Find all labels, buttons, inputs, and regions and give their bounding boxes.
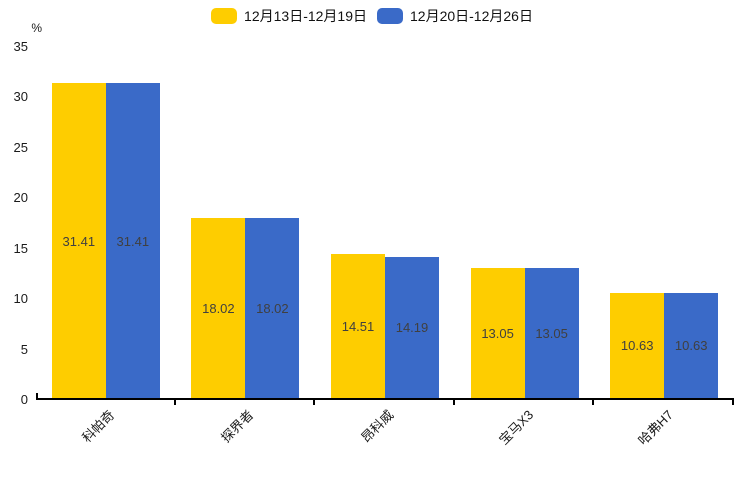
bar-group4-series1: 13.05 — [470, 268, 525, 400]
y-axis-tick-label-30: 30 — [13, 89, 28, 105]
bar-value-label: 13.05 — [535, 326, 568, 342]
x-axis-line — [36, 398, 734, 400]
legend-item-week1[interactable]: 12月13日-12月19日 — [211, 7, 367, 25]
y-axis-tick-label-5: 5 — [20, 341, 28, 357]
y-axis-tick-label-0: 0 — [20, 392, 28, 407]
y-axis-tick-label-25: 25 — [13, 139, 28, 155]
bar-group5-series1: 10.63 — [610, 292, 665, 400]
bar-value-label: 10.63 — [620, 338, 654, 354]
bar-group3-series1: 14.51 — [331, 253, 385, 400]
x-axis-tick-mark — [313, 400, 316, 405]
bar-group4-series2: 13.05 — [524, 268, 579, 400]
legend: 12月13日-12月19日 12月20日-12月26日 — [0, 7, 744, 25]
x-axis-label-3: 昂科威 — [358, 407, 397, 446]
y-axis-tick-label-10: 10 — [13, 291, 28, 307]
legend-swatch-week2-icon — [377, 8, 403, 24]
bar-value-label: 18.02 — [256, 301, 289, 317]
x-axis-tick-mark — [173, 400, 176, 405]
plot-area: 31.41 31.41 18.02 18.02 14.51 14.19 13.05 13.05… — [36, 47, 734, 405]
bar-group2-series1: 18.02 — [191, 218, 246, 400]
x-axis-tick-mark — [452, 400, 455, 405]
bar-group2-series2: 18.02 — [245, 218, 300, 400]
x-axis-label-5: 哈弗H7 — [634, 407, 676, 448]
y-axis-tick-label-15: 15 — [13, 240, 28, 256]
bar-value-label: 13.05 — [481, 326, 514, 342]
bar-group3-series2: 14.19 — [385, 256, 439, 400]
y-axis-stub — [36, 393, 38, 398]
bar-value-label: 18.02 — [202, 301, 235, 317]
bar-value-label: 10.63 — [674, 338, 708, 354]
bar-group5-series2: 10.63 — [664, 292, 719, 400]
x-axis-label-2: 探界者 — [218, 407, 257, 446]
bar-group1-series1: 31.41 — [51, 83, 106, 400]
y-axis-tick-label-35: 35 — [13, 39, 28, 54]
legend-swatch-week1-icon — [211, 8, 238, 24]
bar-value-label: 31.41 — [62, 233, 96, 249]
y-axis-unit-label: % — [31, 21, 42, 35]
legend-label-week1: 12月13日-12月19日 — [244, 8, 367, 24]
bar-value-label: 14.19 — [395, 320, 429, 336]
x-axis-tick-mark — [732, 400, 734, 405]
x-axis-label-4: 宝马X3 — [495, 407, 536, 448]
x-axis-label-1: 科帕奇 — [78, 407, 118, 446]
legend-item-week2[interactable]: 12月20日-12月26日 — [377, 7, 533, 25]
y-axis-tick-label-20: 20 — [13, 190, 28, 206]
bar-value-label: 31.41 — [116, 233, 150, 249]
bar-value-label: 14.51 — [341, 318, 375, 334]
bar-group1-series2: 31.41 — [105, 83, 160, 400]
x-axis-tick-mark — [592, 400, 595, 405]
legend-label-week2: 12月20日-12月26日 — [410, 8, 533, 24]
